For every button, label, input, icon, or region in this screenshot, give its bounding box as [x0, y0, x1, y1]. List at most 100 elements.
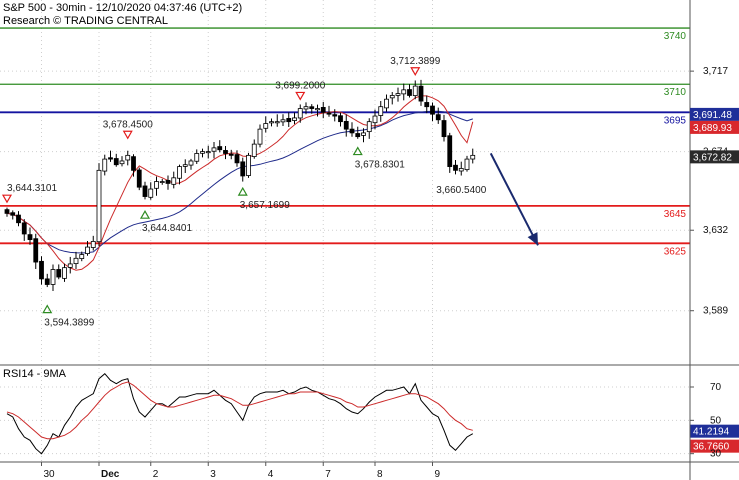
- rsi-axis-label: 30: [710, 449, 722, 460]
- candle-body: [136, 169, 142, 188]
- low-marker-icon: [42, 304, 53, 314]
- moving-average-layer: [6, 95, 539, 271]
- candle: [435, 107, 441, 124]
- low-label: 3,594.3899: [44, 318, 94, 329]
- rsi-tag-box: [690, 424, 739, 438]
- time-axis-label: 4: [268, 469, 274, 480]
- price-axis-label: 3,589: [703, 306, 728, 317]
- candle: [447, 132, 453, 173]
- candle: [119, 156, 125, 167]
- candle-body: [470, 154, 476, 160]
- candle-body: [464, 158, 470, 171]
- candle: [389, 92, 395, 105]
- rsi-layer: 41.2194 36.7660: [6, 372, 739, 455]
- candle: [349, 122, 355, 137]
- price-tag-ma_fast: 3,689.93: [690, 120, 739, 134]
- candle: [332, 109, 338, 122]
- candle-body: [4, 209, 10, 214]
- time-axis-label: 30: [44, 469, 56, 480]
- candle-body: [27, 234, 33, 240]
- candle: [10, 210, 16, 220]
- candle-body: [274, 121, 280, 124]
- candle-body: [418, 85, 424, 102]
- candle: [441, 114, 447, 142]
- candle-body: [21, 222, 27, 235]
- candle: [378, 100, 384, 122]
- candle-body: [44, 278, 50, 285]
- candle: [171, 171, 177, 189]
- time-axis-label: 8: [377, 469, 383, 480]
- candle-body: [338, 115, 343, 123]
- candle-body: [182, 164, 188, 167]
- level-label-3710: 3710: [664, 87, 687, 98]
- candle: [217, 140, 223, 153]
- price-tag-label: 3,691.48: [693, 110, 732, 121]
- price-annotation: 3,657.1699: [237, 186, 290, 211]
- candle: [142, 181, 148, 200]
- low-marker-icon: [237, 186, 248, 196]
- candle: [453, 160, 458, 175]
- candle: [251, 139, 257, 159]
- time-axis-label: 9: [435, 469, 441, 480]
- candle: [131, 154, 136, 177]
- candle-body: [96, 169, 102, 243]
- grid-layer: [0, 0, 690, 462]
- candle-body: [90, 241, 96, 248]
- candle-body: [424, 102, 430, 108]
- candle-body: [142, 185, 148, 197]
- price-axis-label: 3,717: [703, 66, 728, 77]
- candle-body: [62, 267, 67, 279]
- candle-body: [458, 168, 464, 172]
- rsi-panel-title: RSI14 - 9MA: [3, 368, 67, 380]
- candle: [297, 104, 303, 123]
- price-annotation: 3,644.3101: [1, 183, 57, 204]
- candle: [343, 114, 349, 137]
- candle: [136, 167, 142, 191]
- price-tag-box: [690, 107, 739, 121]
- candle-body: [171, 177, 177, 185]
- candle: [401, 83, 407, 101]
- low-label: 3,657.1699: [240, 200, 290, 211]
- candle-body: [73, 257, 79, 265]
- candle: [194, 149, 200, 164]
- candle-body: [263, 123, 269, 129]
- candle: [96, 163, 102, 247]
- rsi-line: [6, 372, 474, 455]
- candle: [154, 176, 159, 196]
- candle-body: [361, 132, 366, 136]
- candle-body: [320, 107, 326, 113]
- forecast-arrow-shaft: [489, 152, 539, 246]
- candle-body: [326, 112, 332, 115]
- candle-body: [372, 115, 378, 124]
- candle-body: [108, 157, 113, 160]
- candle: [159, 178, 165, 185]
- low-marker-icon: [352, 146, 363, 156]
- candle-body: [401, 89, 407, 95]
- candle: [73, 251, 79, 270]
- candle-body: [349, 128, 355, 134]
- candle-body: [292, 117, 297, 121]
- candle: [205, 145, 211, 159]
- price-tag-label: 3,672.82: [693, 152, 732, 163]
- candle: [292, 112, 297, 125]
- price-annotation: 3,678.8301: [352, 146, 405, 171]
- candle: [16, 211, 21, 227]
- price-annotation: 3,712.3899: [390, 56, 441, 76]
- candle: [228, 149, 234, 160]
- time-axis-label: 3: [210, 469, 216, 480]
- time-axis-label: Dec: [101, 469, 120, 480]
- candle: [44, 273, 50, 288]
- candle-body: [389, 95, 395, 99]
- candle-body: [355, 133, 361, 138]
- candle-body: [16, 214, 21, 224]
- annotations-layer: 3,644.3101 3,594.3899 3,678.4500 3,644.8401…: [1, 56, 487, 329]
- candle-body: [79, 254, 85, 259]
- candle: [361, 128, 366, 143]
- candle-body: [39, 260, 44, 280]
- candle-body: [50, 269, 56, 285]
- candle-body: [384, 98, 389, 109]
- time-axis-label: 2: [153, 469, 159, 480]
- candle: [338, 112, 343, 127]
